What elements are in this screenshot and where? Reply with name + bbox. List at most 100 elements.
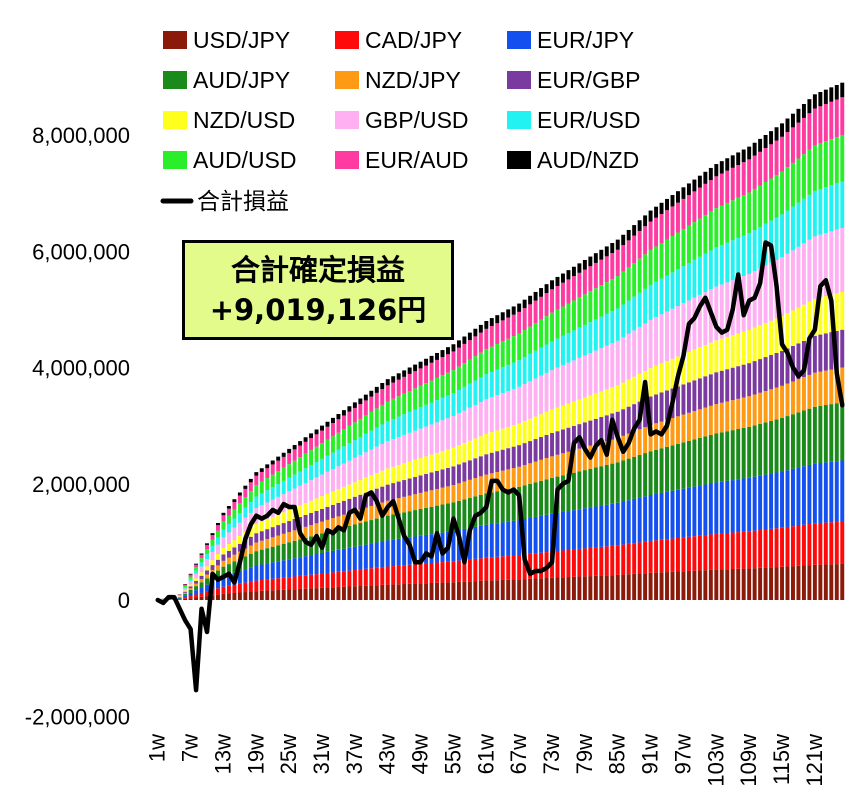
bar-eur-jpy-w110 — [752, 476, 757, 531]
bar-eur-gbp-w38 — [358, 494, 363, 510]
x-tick-label: 25w — [276, 734, 301, 774]
bar-eur-gbp-w104 — [719, 370, 724, 403]
bar-aud-usd-w112 — [763, 182, 768, 224]
bar-aud-jpy-w112 — [763, 422, 768, 475]
x-tick-label: 67w — [506, 734, 531, 774]
bar-nzd-jpy-w118 — [796, 379, 801, 413]
bar-aud-nzd-w116 — [785, 118, 790, 133]
bar-aud-nzd-w125 — [834, 85, 839, 100]
bar-nzd-jpy-w90 — [643, 427, 648, 454]
bar-nzd-jpy-w54 — [446, 486, 450, 504]
bar-eur-usd-w16 — [237, 513, 242, 523]
bar-aud-nzd-w25 — [287, 448, 292, 454]
bar-nzd-jpy-w60 — [478, 476, 483, 495]
bar-eur-gbp-w31 — [320, 508, 324, 522]
bar-cad-jpy-w64 — [500, 556, 505, 580]
bar-eur-aud-w80 — [588, 266, 593, 292]
bar-gbp-usd-w92 — [654, 317, 659, 366]
bar-cad-jpy-w92 — [654, 540, 659, 573]
bar-nzd-usd-w79 — [582, 397, 587, 423]
x-tick-label: 85w — [605, 734, 630, 774]
bar-aud-jpy-w24 — [281, 543, 286, 561]
bar-aud-nzd-w65 — [506, 309, 511, 318]
bar-eur-jpy-w31 — [320, 552, 324, 574]
y-tick-label: 6,000,000 — [32, 239, 130, 264]
bar-aud-jpy-w88 — [632, 456, 637, 499]
bar-aud-usd-w71 — [539, 319, 544, 348]
bar-aud-nzd-w49 — [418, 361, 423, 369]
bar-nzd-jpy-w88 — [632, 431, 637, 457]
bar-gbp-usd-w49 — [418, 428, 423, 459]
bar-aud-nzd-w23 — [276, 456, 281, 461]
bar-cad-jpy-w84 — [610, 545, 615, 576]
bar-gbp-usd-w118 — [796, 246, 801, 308]
bar-nzd-usd-w30 — [314, 498, 319, 511]
bar-aud-usd-w25 — [287, 464, 292, 478]
bar-eur-usd-w41 — [374, 427, 379, 447]
bar-eur-usd-w9 — [199, 562, 204, 567]
bar-eur-aud-w90 — [643, 226, 648, 255]
bar-eur-usd-w104 — [719, 244, 724, 285]
bar-aud-usd-w53 — [440, 375, 445, 398]
bar-aud-jpy-w19 — [254, 551, 259, 566]
bar-gbp-usd-w27 — [298, 485, 303, 506]
bar-eur-jpy-w59 — [473, 526, 478, 559]
bar-nzd-usd-w56 — [456, 445, 461, 465]
bar-aud-usd-w52 — [435, 377, 439, 401]
bar-eur-jpy-w72 — [544, 514, 549, 553]
bar-eur-aud-w72 — [544, 293, 549, 317]
bar-eur-gbp-w29 — [309, 512, 314, 526]
bar-eur-usd-w121 — [812, 190, 817, 237]
bar-eur-usd-w76 — [566, 333, 571, 363]
bar-eur-gbp-w123 — [823, 333, 828, 371]
bar-gbp-usd-w85 — [615, 340, 620, 386]
bar-eur-jpy-w69 — [528, 517, 533, 554]
bar-aud-jpy-w84 — [610, 463, 615, 504]
bar-eur-aud-w77 — [571, 276, 576, 301]
bar-usd-jpy-w87 — [626, 574, 631, 600]
bar-aud-nzd-w47 — [407, 367, 412, 375]
bar-aud-usd-w51 — [429, 380, 434, 403]
bar-cad-jpy-w78 — [577, 548, 582, 577]
bar-aud-usd-w55 — [451, 370, 456, 394]
bar-aud-usd-w115 — [780, 171, 784, 215]
bar-aud-usd-w36 — [347, 425, 352, 444]
bar-cad-jpy-w98 — [686, 536, 691, 571]
bar-eur-usd-w57 — [462, 386, 467, 411]
bar-eur-usd-w80 — [588, 322, 593, 354]
bar-eur-aud-w75 — [561, 282, 565, 307]
bar-eur-gbp-w109 — [747, 363, 752, 397]
bar-nzd-usd-w119 — [801, 304, 806, 341]
bar-eur-aud-w112 — [763, 148, 768, 183]
bar-aud-nzd-w56 — [456, 340, 461, 348]
bar-cad-jpy-w109 — [747, 531, 752, 569]
bar-gbp-usd-w23 — [276, 496, 281, 515]
bar-aud-nzd-w42 — [380, 383, 385, 390]
bar-aud-nzd-w67 — [517, 303, 522, 312]
bar-gbp-usd-w87 — [626, 333, 631, 380]
bar-eur-aud-w85 — [615, 249, 620, 277]
bar-eur-jpy-w6 — [183, 595, 188, 598]
bar-nzd-usd-w71 — [539, 414, 544, 438]
bar-eur-gbp-w7 — [188, 586, 193, 589]
bar-eur-usd-w92 — [654, 281, 659, 318]
bar-eur-aud-w40 — [369, 396, 374, 412]
bar-gbp-usd-w68 — [522, 384, 527, 422]
bar-eur-gbp-w98 — [686, 382, 691, 413]
bar-eur-gbp-w76 — [566, 427, 571, 452]
bar-eur-gbp-w34 — [336, 502, 341, 517]
bar-usd-jpy-w39 — [363, 585, 368, 600]
bar-eur-gbp-w100 — [697, 378, 702, 410]
bar-eur-aud-w76 — [566, 279, 571, 304]
bar-eur-jpy-w99 — [692, 486, 697, 537]
bar-usd-jpy-w73 — [550, 577, 554, 600]
bar-aud-jpy-w103 — [714, 433, 719, 483]
bar-gbp-usd-w48 — [413, 430, 418, 460]
bar-nzd-jpy-w10 — [205, 574, 209, 579]
bar-aud-jpy-w87 — [626, 458, 631, 501]
y-tick-label: 2,000,000 — [32, 472, 130, 497]
bar-aud-nzd-w36 — [347, 406, 352, 412]
bar-eur-jpy-w22 — [270, 562, 275, 579]
bar-usd-jpy-w72 — [544, 578, 549, 600]
bar-nzd-jpy-w78 — [577, 448, 582, 472]
